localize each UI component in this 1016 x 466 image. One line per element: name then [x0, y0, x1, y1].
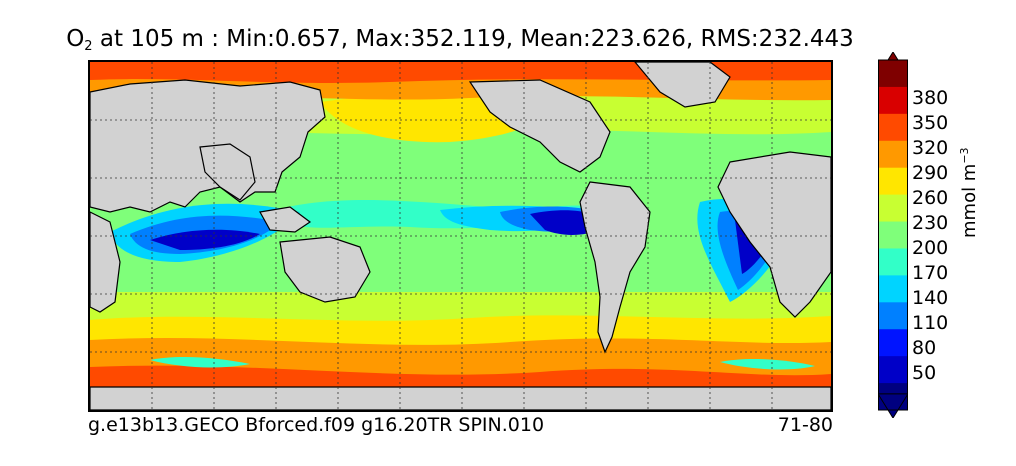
north-america — [468, 79, 611, 173]
graticule — [90, 62, 831, 410]
title-species-subscript: 2 — [84, 39, 93, 54]
greenland — [634, 62, 731, 108]
colorbar — [878, 52, 908, 418]
colorbar-tick: 80 — [912, 337, 937, 359]
map-canvas — [90, 62, 831, 410]
title-stats: at 105 m : Min:0.657, Max:352.119, Mean:… — [92, 26, 854, 52]
colorbar-segment — [878, 356, 908, 384]
colorbar-tick: 320 — [912, 137, 949, 159]
colorbar-tick: 260 — [912, 187, 949, 209]
title-species: O — [66, 26, 85, 52]
colorbar-under-triangle — [878, 393, 908, 418]
africa-east — [717, 151, 831, 318]
colorbar-segment — [878, 329, 908, 357]
indian-omz-core — [150, 229, 260, 250]
colorbar-tick: 230 — [912, 212, 949, 234]
southern-patch-1 — [150, 357, 250, 368]
unit-text: mmol m — [959, 163, 980, 238]
run-name-label: g.e13b13.GECO Bforced.f09 g16.20TR SPIN.… — [88, 414, 545, 436]
africa-west — [90, 211, 121, 313]
south-america — [579, 181, 651, 354]
colorbar-segment — [878, 60, 908, 88]
colorbar-segment — [878, 221, 908, 249]
colorbar-tick: 110 — [912, 312, 949, 334]
colorbar-tick-labels: 380 350 320 290 260 230 200 170 140 110 … — [912, 52, 972, 418]
colorbar-tick: 50 — [912, 362, 937, 384]
colorbar-tick: 170 — [912, 262, 949, 284]
ocean-oxygen-map — [88, 60, 833, 412]
colorbar-segment — [878, 86, 908, 115]
colorbar-segment — [878, 167, 908, 196]
colorbar-unit-label: mmol m−3 — [958, 147, 980, 238]
colorbar-segment — [878, 275, 908, 303]
colorbar-segment — [878, 248, 908, 276]
north-pacific-high — [320, 93, 541, 143]
colorbar-segment — [878, 302, 908, 330]
unit-exponent: −3 — [958, 147, 971, 164]
colorbar-tick: 290 — [912, 162, 949, 184]
colorbar-frame — [878, 59, 908, 411]
maritime-continent — [259, 206, 312, 233]
colorbar-segments — [878, 52, 908, 418]
years-label: 71-80 — [777, 414, 833, 436]
colorbar-segment — [878, 140, 908, 169]
australia — [279, 236, 371, 303]
colorbar-tick: 350 — [912, 112, 949, 134]
colorbar-tick: 380 — [912, 87, 949, 109]
colorbar-segment — [878, 194, 908, 223]
map-title: O2 at 105 m : Min:0.657, Max:352.119, Me… — [0, 26, 920, 54]
colorbar-segment — [878, 113, 908, 142]
antarctica — [90, 386, 831, 410]
colorbar-tick: 140 — [912, 287, 949, 309]
colorbar-tick: 200 — [912, 237, 949, 259]
southern-patch-2 — [720, 359, 815, 370]
